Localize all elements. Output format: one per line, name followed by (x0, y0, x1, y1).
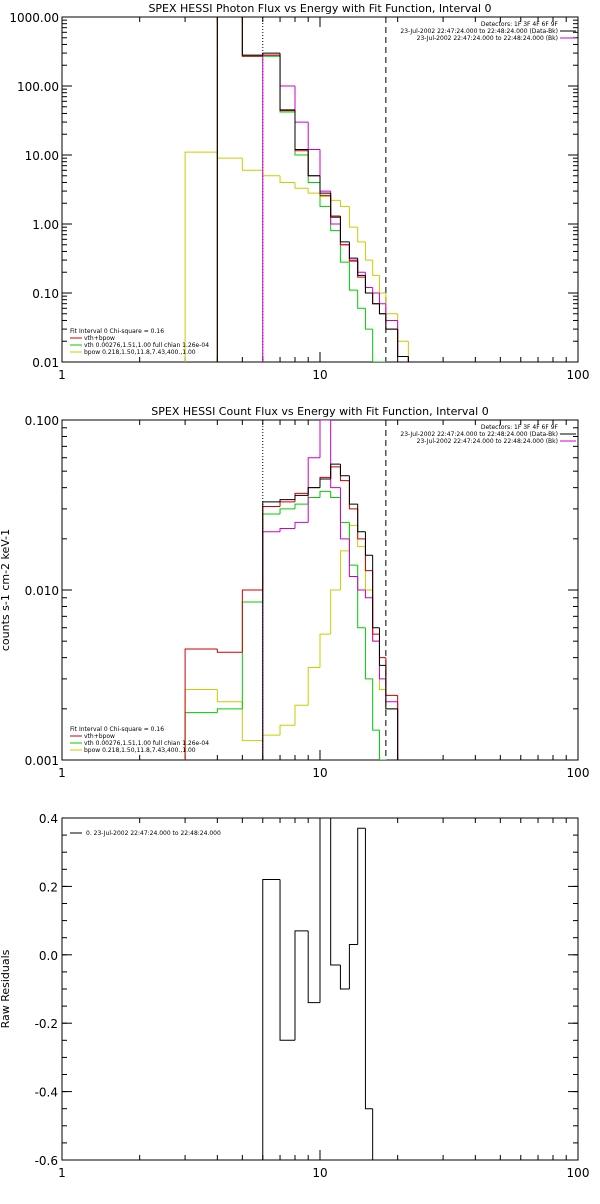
x-tick-label: 100 (567, 1166, 590, 1180)
fit-legend-line: vth+bpow (84, 335, 115, 342)
y-tick-label: -0.2 (35, 1017, 58, 1031)
y-tick-label: 100.00 (17, 80, 59, 94)
series-background (262, 420, 424, 760)
series-background (262, 54, 424, 362)
y-tick-label: 0.2 (39, 880, 58, 894)
y-tick-label: -0.6 (35, 1154, 58, 1168)
legend-line: 23-Jul-2002 22:47:24.000 to 22:48:24.000… (417, 35, 558, 42)
x-tick-label: 1 (58, 766, 66, 780)
legend-line: 23-Jul-2002 22:47:24.000 to 22:48:24.000… (400, 431, 558, 438)
plot-area (184, 17, 424, 362)
series-bpow (184, 151, 424, 362)
plot-area (262, 818, 387, 1160)
y-tick-label: 0.100 (25, 414, 59, 428)
x-tick-label: 10 (312, 766, 327, 780)
fit-legend-line: Fit Interval 0 Chi-square = 0.16 (70, 328, 164, 335)
y-tick-label: 1000.00 (9, 11, 59, 25)
legend-line: 23-Jul-2002 22:47:24.000 to 22:48:24.000… (417, 438, 558, 445)
panel-1: SPEX HESSI Photon Flux vs Energy with Fi… (9, 2, 589, 382)
chart-title: SPEX HESSI Photon Flux vs Energy with Fi… (148, 2, 491, 15)
y-tick-label: 10.00 (25, 149, 59, 163)
plot-frame (61, 419, 579, 761)
fit-legend-line: vth 0.00276,1.51,1.00 full chian 1.26e-0… (84, 342, 209, 349)
series-data (216, 17, 424, 362)
x-tick-label: 100 (567, 368, 590, 382)
x-tick-label: 100 (567, 766, 590, 780)
legend-line: 23-Jul-2002 22:47:24.000 to 22:48:24.000… (400, 28, 558, 35)
legend-line: Detectors: 1F 3F 4F 6F 9F (481, 424, 559, 431)
y-tick-label: 0.010 (25, 584, 59, 598)
fit-legend-line: vth+bpow (84, 733, 115, 740)
fit-legend-line: bpow 0.218,1.50,11.8,7.43,400.,1.00 (84, 349, 196, 356)
fit-legend-line: bpow 0.218,1.50,11.8,7.43,400.,1.00 (84, 747, 196, 754)
y-tick-label: -0.4 (35, 1086, 58, 1100)
x-tick-label: 10 (312, 1166, 327, 1180)
y-tick-label: 0.001 (25, 754, 59, 768)
x-tick-label: 10 (312, 368, 327, 382)
y-tick-label: 1.00 (32, 218, 59, 232)
series-vth (216, 17, 387, 362)
y-tick-label: 0.4 (39, 812, 58, 826)
fit-legend-line: Fit Interval 0 Chi-square = 0.16 (70, 726, 164, 733)
fit-legend-line: vth 0.00276,1.51,1.00 full chian 1.26e-0… (84, 740, 209, 747)
y-axis-label: counts s-1 cm-2 keV-1 (0, 529, 12, 651)
residuals-series (262, 818, 387, 1160)
chart-title: SPEX HESSI Count Flux vs Energy with Fit… (151, 405, 488, 418)
residual-legend: 0. 23-Jul-2002 22:47:24.000 to 22:48:24.… (86, 830, 221, 837)
panel-2: SPEX HESSI Count Flux vs Energy with Fit… (0, 405, 589, 780)
series-vth-plus-bpow (184, 466, 424, 760)
x-tick-label: 1 (58, 368, 66, 382)
legend-line: Detectors: 1F 3F 4F 6F 9F (481, 21, 559, 28)
y-tick-label: 0.01 (32, 356, 59, 370)
series-vth (184, 490, 387, 760)
plot-area (184, 420, 424, 760)
y-axis-label: Raw Residuals (0, 949, 12, 1028)
panel-3: 1 10 100 -0.6 -0.4 -0.2 0.0 0.2 0.4 Raw Residuals… (0, 812, 589, 1180)
x-tick-label: 1 (58, 1166, 66, 1180)
y-tick-label: 0.10 (32, 287, 59, 301)
series-data (262, 463, 424, 760)
series-bpow (184, 524, 424, 760)
y-tick-label: 0.0 (39, 949, 58, 963)
